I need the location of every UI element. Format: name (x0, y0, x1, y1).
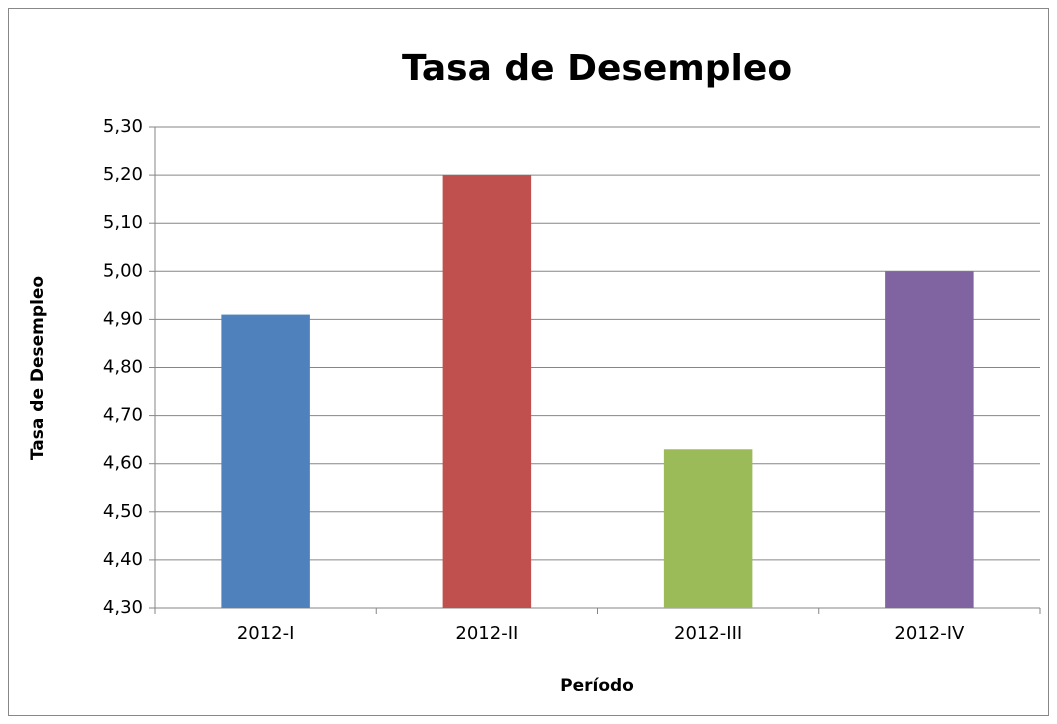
y-tick-label: 5,30 (103, 116, 143, 137)
y-tick-label: 4,80 (103, 357, 143, 378)
y-tick-label: 4,70 (103, 405, 143, 426)
x-axis-title: Período (560, 676, 634, 696)
y-axis-title: Tasa de Desempleo (28, 276, 48, 460)
chart-title: Tasa de Desempleo (402, 48, 792, 89)
y-tick-label: 4,90 (103, 308, 143, 329)
y-tick-label: 4,50 (103, 501, 143, 522)
bar (221, 314, 310, 608)
x-tick-label: 2012-IV (894, 623, 965, 644)
bar (663, 449, 753, 608)
bar (442, 175, 532, 608)
y-tick-label: 5,10 (103, 212, 143, 233)
y-tick-label: 5,20 (103, 164, 143, 185)
y-tick-label: 5,00 (103, 260, 143, 281)
x-tick-label: 2012-II (455, 623, 518, 644)
x-tick-label: 2012-III (674, 623, 742, 644)
y-tick-label: 4,30 (103, 597, 143, 618)
y-tick-label: 4,60 (103, 453, 143, 474)
x-tick-label: 2012-I (237, 623, 295, 644)
bar (885, 271, 974, 608)
y-tick-label: 4,40 (103, 549, 143, 570)
